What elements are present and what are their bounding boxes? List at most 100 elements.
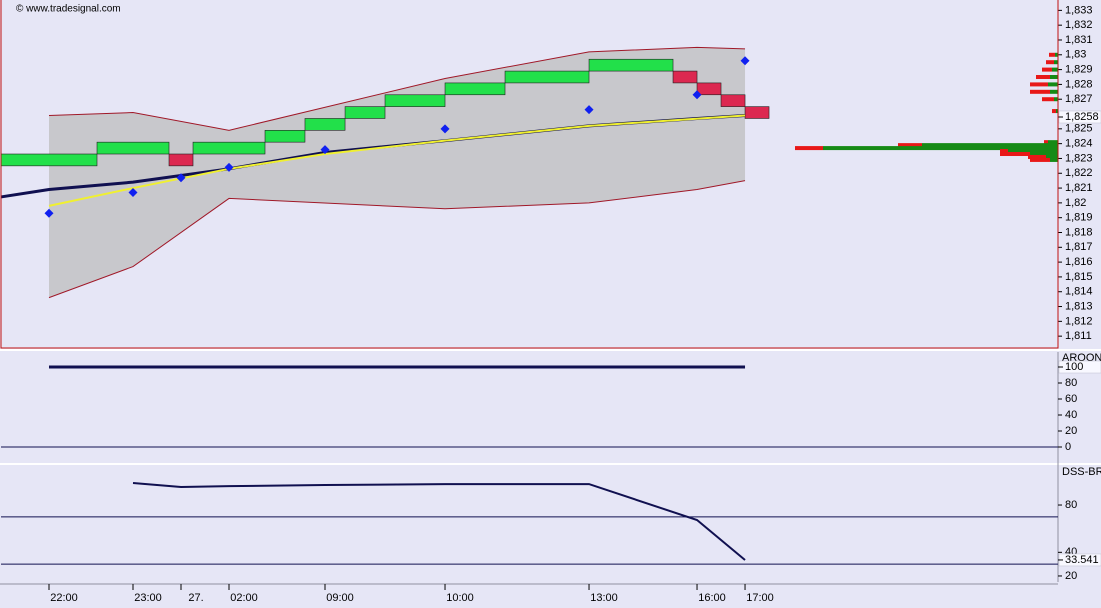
profile-buy	[1046, 154, 1058, 159]
y-tick-label: 1,831	[1065, 34, 1093, 46]
profile-sell	[1000, 149, 1008, 154]
y-tick-label: 20	[1065, 570, 1077, 582]
profile-sell	[1030, 157, 1050, 162]
profile-sell	[1000, 152, 1030, 157]
profile-sell	[1052, 109, 1056, 114]
renko-brick	[444, 82, 506, 96]
profile-buy	[1050, 75, 1058, 80]
profile-sell	[1028, 154, 1046, 159]
profile-buy	[1048, 140, 1058, 145]
y-tick-label: 1,819	[1065, 212, 1093, 224]
profile-sell	[898, 143, 922, 148]
y-tick-label: 0	[1065, 441, 1071, 453]
profile-buy	[1048, 82, 1058, 87]
renko-brick	[696, 82, 722, 96]
y-tick-label: 40	[1065, 409, 1077, 421]
diamond-marker	[224, 162, 234, 172]
y-tick-label: 1,811	[1065, 330, 1092, 342]
renko-brick	[96, 141, 170, 155]
renko-brick	[192, 141, 266, 155]
y-tick-label: 1,828	[1065, 78, 1093, 90]
renko-brick	[168, 153, 194, 167]
y-tick-label: 1,825	[1065, 123, 1093, 135]
renko-brick	[504, 70, 590, 84]
profile-buy	[1008, 149, 1058, 154]
y-tick-label: 20	[1065, 425, 1077, 437]
renko-brick	[0, 153, 98, 167]
diamond-marker	[320, 145, 330, 155]
renko-brick	[264, 130, 306, 143]
profile-sell	[1046, 60, 1054, 65]
y-tick-label: 1,822	[1065, 167, 1093, 179]
profile-sell	[1036, 75, 1050, 80]
x-tick-label: 27.	[188, 592, 203, 604]
profile-sell	[1042, 97, 1054, 102]
watermark: © www.tradesignal.com	[16, 4, 121, 15]
last-value-label: 33.541	[1065, 554, 1099, 566]
y-tick-label: 1,815	[1065, 271, 1093, 283]
diamond-marker	[692, 90, 702, 100]
y-tick-label: 80	[1065, 377, 1077, 389]
renko-brick	[720, 94, 746, 107]
y-tick-label: 1,818	[1065, 226, 1093, 238]
profile-buy	[1030, 152, 1058, 157]
panel-frame	[0, 0, 1059, 349]
y-tick-label: 1,814	[1065, 286, 1093, 298]
x-tick-label: 16:00	[698, 592, 726, 604]
y-tick-label: 1,824	[1065, 138, 1093, 150]
x-tick-label: 17:00	[746, 592, 774, 604]
profile-buy	[1052, 67, 1058, 72]
y-tick-label: 80	[1065, 499, 1077, 511]
y-tick-label: 1,821	[1065, 182, 1093, 194]
diamond-marker	[176, 173, 186, 183]
y-tick-label: 1,829	[1065, 64, 1093, 76]
series-line	[132, 482, 746, 561]
band-upper	[48, 46, 746, 131]
profile-buy	[823, 146, 1058, 151]
band-lower	[48, 180, 746, 299]
panel-title: DSS-BR	[1062, 466, 1101, 478]
profile-sell	[1049, 52, 1055, 57]
y-tick-label: 60	[1065, 393, 1077, 405]
profile-buy	[1050, 157, 1058, 162]
last-value-label: 1,8258	[1065, 111, 1099, 123]
y-tick-label: 1,816	[1065, 256, 1093, 268]
y-tick-label: 1,813	[1065, 300, 1093, 312]
profile-sell	[1030, 82, 1048, 87]
diamond-marker	[440, 124, 450, 134]
band-area	[49, 47, 746, 298]
y-tick-label: 1,812	[1065, 315, 1093, 327]
y-tick-label: 1,823	[1065, 152, 1093, 164]
last-value-label: 100	[1065, 361, 1083, 373]
renko-brick	[384, 94, 446, 107]
y-tick-label: 1,827	[1065, 93, 1093, 105]
renko-brick	[672, 70, 698, 84]
renko-brick	[304, 118, 346, 131]
diamond-marker	[44, 208, 54, 218]
y-tick-label: 1,83	[1065, 49, 1086, 61]
renko-brick	[344, 106, 386, 119]
renko-brick	[744, 106, 770, 119]
x-tick-label: 09:00	[326, 592, 354, 604]
profile-sell	[1042, 67, 1052, 72]
renko-brick	[588, 58, 674, 72]
y-tick-label: 1,82	[1065, 197, 1086, 209]
x-tick-label: 23:00	[134, 592, 162, 604]
diamond-marker	[740, 56, 750, 66]
profile-sell	[1044, 140, 1048, 145]
y-tick-label: 1,832	[1065, 19, 1093, 31]
profile-sell	[1030, 89, 1050, 94]
x-tick-label: 02:00	[230, 592, 258, 604]
y-tick-label: 1,833	[1065, 4, 1093, 16]
profile-buy	[922, 143, 1058, 148]
diamond-marker	[584, 105, 594, 115]
y-tick-label: 1,817	[1065, 241, 1093, 253]
diamond-marker	[128, 188, 138, 198]
x-tick-label: 13:00	[590, 592, 618, 604]
profile-sell	[795, 146, 823, 151]
profile-buy	[1050, 89, 1058, 94]
x-tick-label: 10:00	[446, 592, 474, 604]
x-tick-label: 22:00	[50, 592, 78, 604]
